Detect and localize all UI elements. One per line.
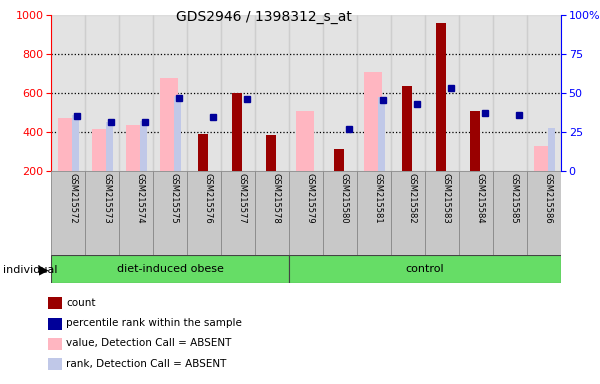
Text: individual: individual bbox=[3, 265, 58, 275]
Bar bbox=[527, 171, 561, 255]
Text: GSM215576: GSM215576 bbox=[204, 174, 213, 224]
Bar bbox=[323, 171, 357, 255]
Text: GSM215580: GSM215580 bbox=[340, 174, 349, 224]
Bar bbox=[51, 171, 85, 255]
Bar bbox=[527, 15, 561, 171]
Bar bbox=[534, 146, 552, 171]
Bar bbox=[106, 122, 113, 171]
Bar bbox=[548, 128, 555, 171]
Bar bbox=[72, 114, 79, 171]
Text: GSM215586: GSM215586 bbox=[544, 174, 553, 224]
Bar bbox=[153, 171, 187, 255]
Bar bbox=[289, 171, 323, 255]
Text: GSM215574: GSM215574 bbox=[136, 174, 145, 224]
Bar bbox=[51, 255, 289, 283]
Bar bbox=[436, 23, 446, 171]
Bar bbox=[174, 96, 181, 171]
Bar bbox=[425, 15, 459, 171]
Text: GSM215575: GSM215575 bbox=[170, 174, 179, 224]
Bar bbox=[470, 111, 480, 171]
Bar bbox=[51, 15, 85, 171]
Bar bbox=[255, 15, 289, 171]
Bar bbox=[425, 171, 459, 255]
Bar bbox=[119, 171, 153, 255]
Bar bbox=[140, 121, 147, 171]
Bar bbox=[187, 15, 221, 171]
Bar bbox=[153, 15, 187, 171]
Text: GSM215585: GSM215585 bbox=[510, 174, 519, 224]
Text: GSM215572: GSM215572 bbox=[68, 174, 77, 224]
Bar bbox=[323, 15, 357, 171]
Bar bbox=[391, 171, 425, 255]
Text: GSM215578: GSM215578 bbox=[272, 174, 281, 224]
Text: GDS2946 / 1398312_s_at: GDS2946 / 1398312_s_at bbox=[176, 10, 352, 23]
Bar bbox=[364, 72, 382, 171]
Bar bbox=[48, 358, 62, 370]
Text: GSM215573: GSM215573 bbox=[102, 174, 111, 224]
Text: GSM215583: GSM215583 bbox=[442, 174, 451, 224]
Text: count: count bbox=[66, 298, 96, 308]
Bar bbox=[48, 297, 62, 310]
Bar bbox=[187, 171, 221, 255]
Bar bbox=[402, 86, 412, 171]
Text: value, Detection Call = ABSENT: value, Detection Call = ABSENT bbox=[66, 338, 232, 348]
Text: diet-induced obese: diet-induced obese bbox=[116, 264, 223, 275]
Bar bbox=[85, 15, 119, 171]
Text: rank, Detection Call = ABSENT: rank, Detection Call = ABSENT bbox=[66, 359, 227, 369]
Bar bbox=[459, 15, 493, 171]
Bar bbox=[459, 171, 493, 255]
Bar bbox=[357, 171, 391, 255]
Bar bbox=[289, 15, 323, 171]
Text: GSM215577: GSM215577 bbox=[238, 174, 247, 224]
Bar bbox=[221, 15, 255, 171]
Bar bbox=[160, 78, 178, 171]
Bar bbox=[92, 129, 110, 171]
Bar bbox=[58, 118, 76, 171]
Bar bbox=[378, 97, 385, 171]
Bar bbox=[493, 171, 527, 255]
Bar bbox=[126, 125, 144, 171]
Text: GSM215584: GSM215584 bbox=[476, 174, 485, 224]
Bar bbox=[493, 15, 527, 171]
Bar bbox=[289, 255, 561, 283]
Text: percentile rank within the sample: percentile rank within the sample bbox=[66, 318, 242, 328]
Bar bbox=[221, 171, 255, 255]
Text: GSM215579: GSM215579 bbox=[306, 174, 315, 224]
Bar bbox=[357, 15, 391, 171]
Bar bbox=[266, 135, 276, 171]
Bar bbox=[296, 111, 314, 171]
Bar bbox=[232, 93, 242, 171]
Text: GSM215582: GSM215582 bbox=[408, 174, 417, 224]
Bar bbox=[391, 15, 425, 171]
Text: ▶: ▶ bbox=[39, 263, 49, 276]
Text: control: control bbox=[406, 264, 445, 275]
Text: GSM215581: GSM215581 bbox=[374, 174, 383, 224]
Bar bbox=[255, 171, 289, 255]
Bar bbox=[48, 318, 62, 329]
Bar bbox=[119, 15, 153, 171]
Bar bbox=[48, 338, 62, 350]
Bar bbox=[198, 134, 208, 171]
Bar bbox=[334, 149, 344, 171]
Bar bbox=[85, 171, 119, 255]
